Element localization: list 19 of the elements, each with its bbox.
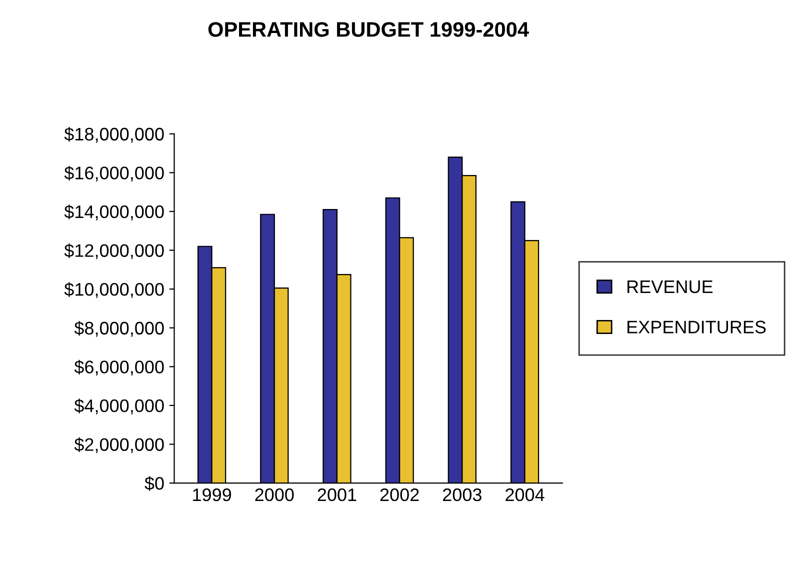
x-tick-label: 1999 xyxy=(193,488,232,502)
y-tick-label: $6,000,000 xyxy=(74,360,164,376)
x-tick-label: 2001 xyxy=(318,488,356,502)
y-tick-label: $4,000,000 xyxy=(74,398,164,414)
y-tick-label: $10,000,000 xyxy=(64,282,164,298)
y-tick-label: $18,000,000 xyxy=(64,127,164,143)
legend-label: EXPENDITURES xyxy=(628,320,766,334)
y-tick-label: $16,000,000 xyxy=(64,166,164,182)
y-tick-label: $2,000,000 xyxy=(74,437,164,454)
y-tick-label: $8,000,000 xyxy=(74,321,164,337)
x-tick-label: 2000 xyxy=(255,488,294,502)
x-tick-label: 2002 xyxy=(380,488,419,502)
legend-label: REVENUE xyxy=(628,280,713,294)
chart-title: OPERATING BUDGET 1999-2004 xyxy=(208,22,529,37)
y-tick-label: $0 xyxy=(144,476,164,491)
y-tick-label: $14,000,000 xyxy=(64,204,164,220)
x-tick-label: 2003 xyxy=(443,488,482,502)
x-tick-label: 2004 xyxy=(506,488,544,502)
y-tick-label: $12,000,000 xyxy=(64,243,164,260)
